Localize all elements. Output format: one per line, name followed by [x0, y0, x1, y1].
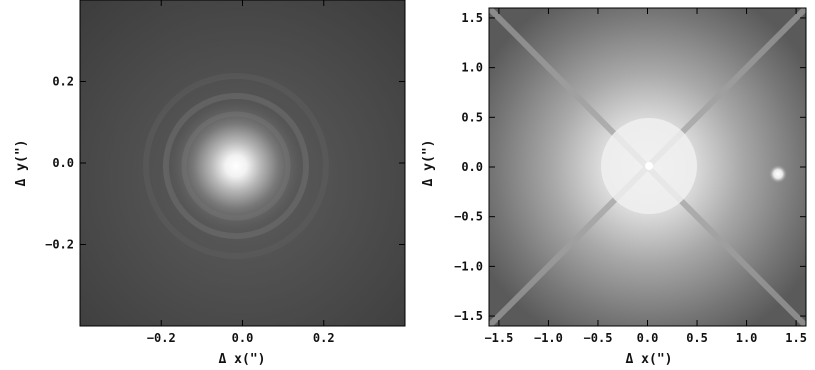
x-tick-label: 0.5 [686, 331, 708, 345]
y-tick-label: 1.0 [461, 61, 483, 75]
y-tick-label: −1.5 [454, 309, 483, 323]
x-tick-label: 0.0 [637, 331, 659, 345]
left-ylabel: Δ y(") [14, 140, 29, 187]
x-tick-label: −1.5 [484, 331, 513, 345]
left-image [80, 0, 405, 326]
y-tick-label: 1.5 [461, 11, 483, 25]
y-tick-label: 0.0 [52, 156, 74, 170]
y-tick-label: 0.5 [461, 110, 483, 124]
right-ylabel: Δ y(") [421, 140, 436, 187]
left-axis-ticks: −0.2 0.0 0.2 −0.2 0.0 0.2 [45, 0, 405, 345]
x-tick-label: −1.0 [534, 331, 563, 345]
y-tick-label: 0.0 [461, 160, 483, 174]
x-tick-label: 1.5 [785, 331, 807, 345]
x-tick-label: −0.5 [584, 331, 613, 345]
right-axis-ticks: −1.5 −1.0 −0.5 0.0 0.5 1.0 1.5 −1.5 −1.0 −0.5 0.0 0… [454, 8, 807, 345]
x-tick-label: 0.2 [313, 331, 335, 345]
x-tick-label: 1.0 [736, 331, 758, 345]
y-tick-label: 0.2 [52, 75, 74, 89]
left-xlabel: Δ x(") [219, 352, 266, 367]
x-tick-label: −0.2 [147, 331, 176, 345]
y-tick-label: −1.0 [454, 259, 483, 273]
y-tick-label: −0.2 [45, 238, 74, 252]
x-tick-label: 0.0 [232, 331, 254, 345]
right-xlabel: Δ x(") [626, 352, 673, 367]
right-image [489, 8, 806, 326]
y-tick-label: −0.5 [454, 210, 483, 224]
